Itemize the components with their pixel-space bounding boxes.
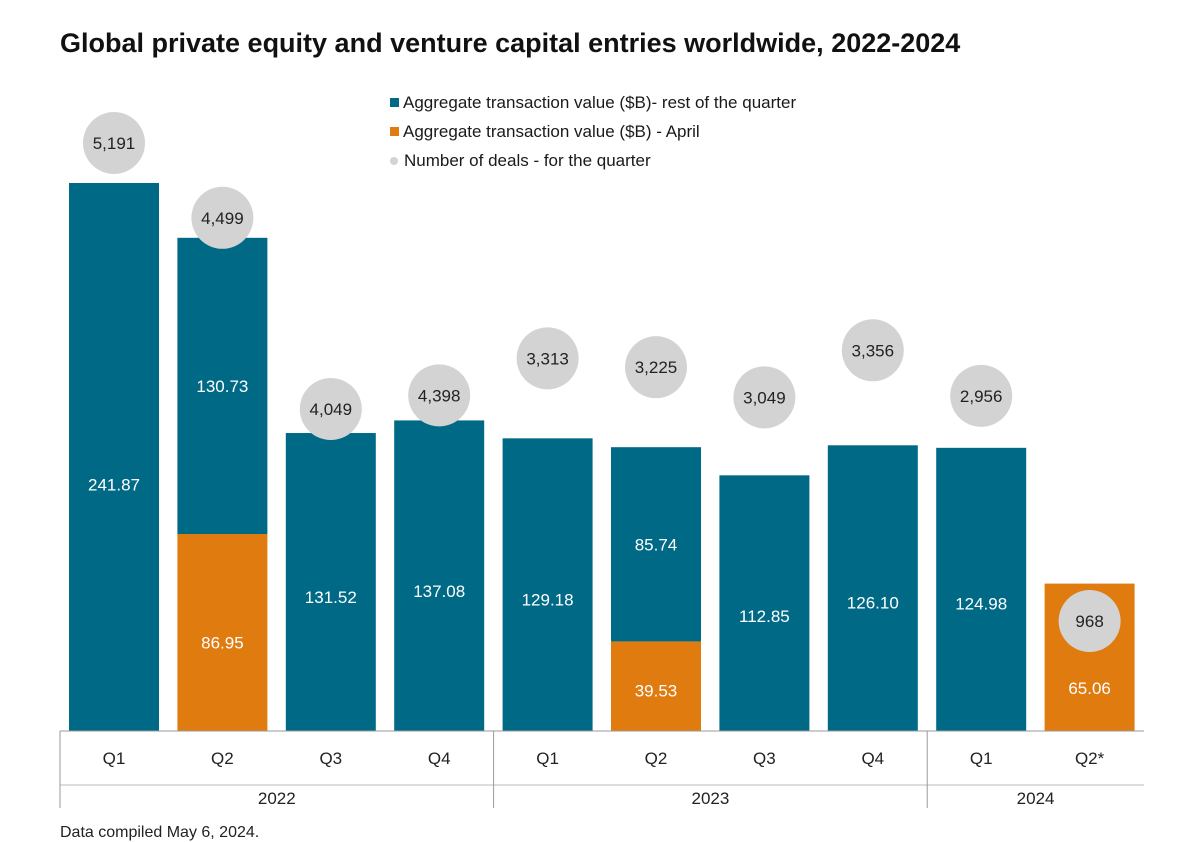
data-label-rest: 112.85 xyxy=(739,607,790,626)
deal-label: 4,499 xyxy=(201,209,244,228)
bar-segment-april xyxy=(177,533,268,731)
deal-bubbles: 5,191 4,499 4,049 4,398 3,313 3,225 3,049 3,356… xyxy=(83,112,1121,652)
deal-label: 3,313 xyxy=(526,349,569,368)
data-label-rest: 85.74 xyxy=(635,535,678,554)
source-note: Data compiled May 6, 2024. xyxy=(60,824,260,841)
legend-label: Aggregate transaction value ($B)- rest o… xyxy=(403,92,797,112)
deal-label: 5,191 xyxy=(93,134,136,153)
x-tick-label: Q2* xyxy=(1075,749,1105,768)
deal-bubble xyxy=(299,378,362,441)
data-label-rest: 137.08 xyxy=(413,582,465,601)
data-label-april: 39.53 xyxy=(635,682,678,701)
x-axis: Q1 Q2 Q3 Q4 Q1 Q2 Q3 Q4 Q1 Q2* 2022 2023 2024 xyxy=(59,730,1144,808)
x-tick-label: Q3 xyxy=(319,749,342,768)
data-label-april: 65.06 xyxy=(1068,679,1111,698)
deal-bubble xyxy=(408,364,471,427)
deal-label: 2,956 xyxy=(960,387,1003,406)
bar-segment-april xyxy=(611,641,701,731)
x-tick-label: Q1 xyxy=(536,749,559,768)
legend-item-rest-of-quarter: Aggregate transaction value ($B)- rest o… xyxy=(390,88,796,117)
bar-segment-rest xyxy=(827,445,918,731)
x-tick-label: Q4 xyxy=(861,749,884,768)
data-label-rest: 124.98 xyxy=(955,595,1007,614)
x-tick-label: Q2 xyxy=(211,749,234,768)
data-label-rest: 129.18 xyxy=(522,590,574,609)
bar-segment-rest xyxy=(69,183,159,731)
legend: Aggregate transaction value ($B)- rest o… xyxy=(390,88,796,175)
x-tick-label: Q2 xyxy=(645,749,668,768)
data-label-rest: 130.73 xyxy=(196,377,248,396)
deal-bubble xyxy=(625,336,687,399)
legend-swatch-circle xyxy=(390,156,398,165)
bar-segment-rest xyxy=(394,420,485,731)
bar-segment-rest xyxy=(285,433,376,731)
legend-swatch-teal xyxy=(390,98,399,107)
legend-label: Aggregate transaction value ($B) - April xyxy=(403,121,700,141)
legend-item-april: Aggregate transaction value ($B) - April xyxy=(390,117,796,146)
data-label-rest: 241.87 xyxy=(88,475,140,494)
data-label-april: 86.95 xyxy=(201,633,244,652)
legend-label: Number of deals - for the quarter xyxy=(404,150,651,170)
x-group-label: 2022 xyxy=(258,789,296,808)
deal-label: 3,049 xyxy=(743,388,786,407)
bar-segment-rest xyxy=(177,237,268,534)
deal-bubble xyxy=(841,319,904,382)
bars: 241.87 86.95 130.73 131.52 137.08 129.18 39.53… xyxy=(69,183,1135,731)
deal-label: 4,049 xyxy=(310,400,353,419)
deal-bubble xyxy=(1058,590,1121,652)
deal-bubble xyxy=(191,186,254,249)
bar-segment-rest xyxy=(719,475,810,731)
deal-label: 3,356 xyxy=(852,341,895,360)
x-tick-label: Q1 xyxy=(103,749,126,768)
deal-bubble xyxy=(83,112,145,174)
chart-title: Global private equity and venture capita… xyxy=(60,28,961,58)
legend-item-deals: Number of deals - for the quarter xyxy=(390,146,796,175)
deal-bubble xyxy=(733,366,796,429)
deal-label: 3,225 xyxy=(635,358,678,377)
x-group-label: 2024 xyxy=(1017,789,1055,808)
bar-segment-rest xyxy=(502,438,593,731)
bar-segment-rest xyxy=(611,447,701,642)
x-tick-label: Q1 xyxy=(970,749,993,768)
deal-bubble xyxy=(516,327,579,390)
deal-label: 4,398 xyxy=(418,386,461,405)
x-tick-label: Q4 xyxy=(428,749,451,768)
deal-bubble xyxy=(950,364,1013,427)
deal-label: 968 xyxy=(1075,612,1103,631)
x-tick-label: Q3 xyxy=(753,749,776,768)
data-label-rest: 126.10 xyxy=(847,593,899,612)
bar-segment-rest xyxy=(936,447,1027,731)
x-group-label: 2023 xyxy=(691,789,729,808)
data-label-rest: 131.52 xyxy=(305,588,357,607)
legend-swatch-orange xyxy=(390,127,399,136)
